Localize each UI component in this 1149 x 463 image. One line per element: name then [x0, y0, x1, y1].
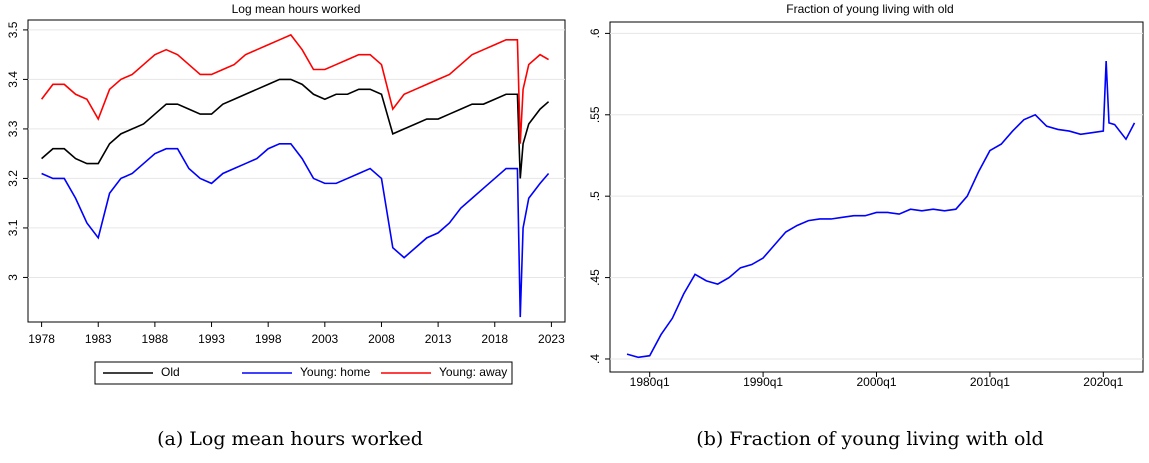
- y-tick-label: 3.4: [6, 71, 20, 88]
- legend-box: [94, 361, 513, 385]
- x-tick-label: 2013: [425, 332, 452, 346]
- series-line: [626, 61, 1136, 359]
- x-tick-label: 2020q1: [1083, 375, 1123, 389]
- x-tick-label: 2008: [368, 332, 395, 346]
- x-tick-label: 1978: [28, 332, 55, 346]
- y-tick-label: .5: [588, 191, 602, 201]
- x-tick-label: 1993: [198, 332, 225, 346]
- x-tick-label: 1988: [142, 332, 169, 346]
- plot-frame: [27, 19, 566, 323]
- series-line: [41, 142, 550, 318]
- chart-title: Log mean hours worked: [232, 2, 361, 16]
- caption: (a) Log mean hours worked: [157, 428, 423, 450]
- y-tick-label: .4: [588, 354, 602, 364]
- x-tick-label: 2018: [481, 332, 508, 346]
- x-tick-label: 2003: [311, 332, 338, 346]
- x-tick-label: 1990q1: [743, 375, 783, 389]
- x-tick-label: 1983: [85, 332, 112, 346]
- x-tick-label: 1980q1: [630, 375, 670, 389]
- series-line: [40, 33, 549, 144]
- y-tick-label: .55: [588, 106, 602, 123]
- y-tick-label: 3.3: [6, 120, 20, 137]
- x-tick-label: 2010q1: [970, 375, 1010, 389]
- plot-frame: [609, 21, 1144, 373]
- x-tick-label: 2000q1: [856, 375, 896, 389]
- y-tick-label: .6: [588, 28, 602, 38]
- legend-label: Old: [161, 365, 180, 379]
- x-tick-label: 1998: [255, 332, 282, 346]
- y-tick-label: 3.2: [6, 170, 20, 187]
- y-tick-label: 3.1: [6, 219, 20, 236]
- x-tick-label: 2023: [538, 332, 565, 346]
- chart-title: Fraction of young living with old: [786, 2, 953, 16]
- y-tick-label: 3: [6, 274, 20, 281]
- legend-label: Young: home: [300, 365, 371, 379]
- legend-label: Young: away: [439, 365, 507, 379]
- y-tick-label: .45: [588, 269, 602, 286]
- series-line: [41, 78, 550, 179]
- y-tick-label: 3.5: [6, 21, 20, 38]
- caption: (b) Fraction of young living with old: [696, 428, 1043, 450]
